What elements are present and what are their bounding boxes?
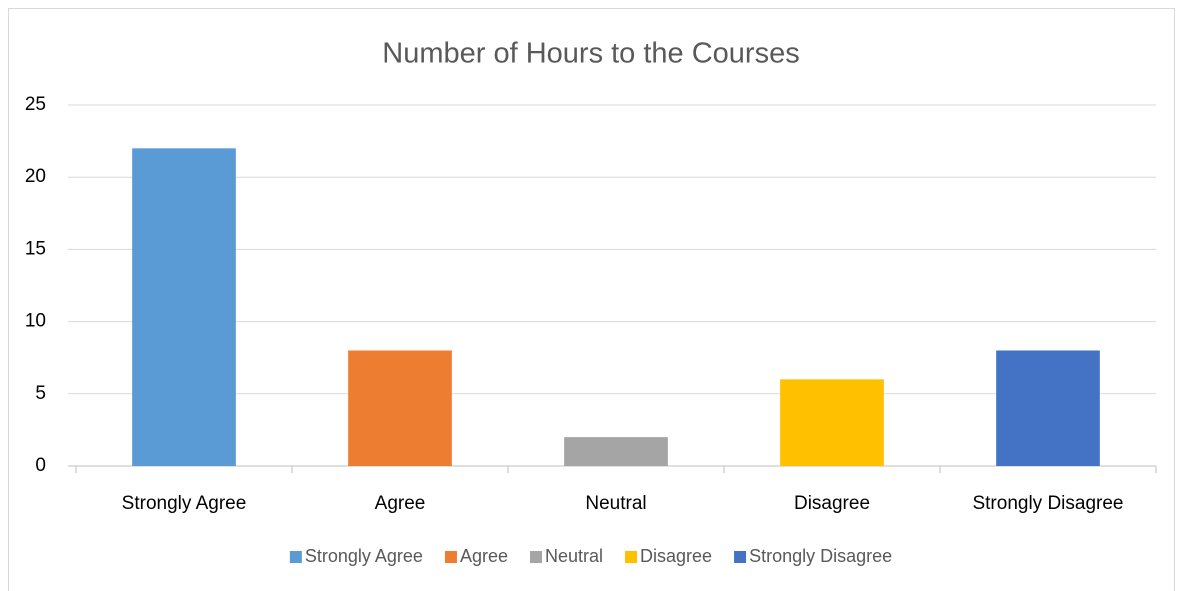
chart-title: Number of Hours to the Courses: [382, 38, 799, 70]
bar: [564, 437, 668, 466]
y-tick-label: 5: [35, 383, 46, 404]
legend-swatch: [625, 551, 638, 563]
legend-swatch: [289, 551, 302, 563]
y-tick-label: 15: [25, 238, 46, 259]
x-tick-label: Disagree: [794, 493, 870, 514]
legend-label: Disagree: [640, 546, 712, 566]
bar: [780, 379, 884, 466]
legend-label: Neutral: [545, 546, 603, 566]
legend: Strongly Agree Agree Neutral Disagree Strong…: [289, 546, 892, 566]
y-tick-label: 0: [35, 455, 46, 476]
bar: [996, 350, 1100, 466]
legend-label: Strongly Agree: [305, 546, 423, 566]
bar: [132, 148, 236, 466]
y-tick-label: 25: [25, 94, 46, 115]
x-tick-label: Agree: [375, 493, 426, 514]
legend-label: Strongly Disagree: [749, 546, 892, 566]
bar: [348, 350, 452, 466]
legend-swatch: [734, 551, 747, 563]
x-tick-label: Strongly Agree: [122, 493, 247, 514]
legend-label: Agree: [460, 546, 508, 566]
x-tick-label: Neutral: [585, 493, 646, 514]
y-tick-label: 10: [25, 311, 46, 332]
y-tick-label: 20: [25, 166, 46, 187]
x-tick-label: Strongly Disagree: [972, 493, 1123, 514]
legend-swatch: [529, 551, 542, 563]
legend-swatch: [444, 551, 457, 563]
